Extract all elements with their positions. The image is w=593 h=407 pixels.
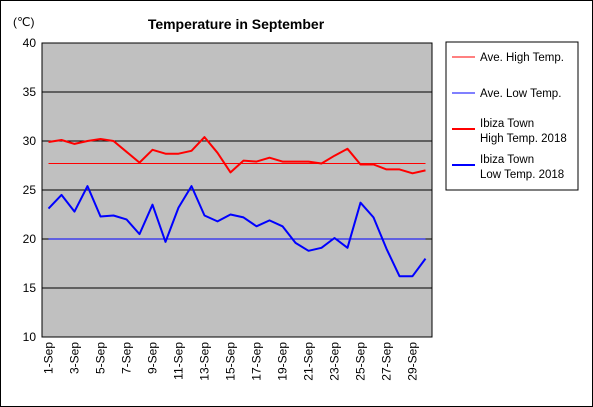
- legend-box: [445, 41, 579, 191]
- legend-label-0: Ave. High Temp.: [480, 52, 564, 64]
- x-axis-ticks: 1-Sep 3-Sep 5-Sep 7-Sep 9-Sep 11-Sep 13-Sep 15-…: [42, 342, 420, 381]
- x-tick-label: 25-Sep: [354, 342, 368, 381]
- series-line-2: [48, 136, 426, 175]
- y-tick-label: 15: [23, 281, 37, 295]
- series-line-3: [47, 185, 427, 278]
- x-tick-label: 9-Sep: [146, 342, 160, 374]
- chart-title: Temperature in September: [148, 16, 325, 32]
- x-tick-label: 29-Sep: [406, 342, 420, 381]
- x-tick-label: 27-Sep: [380, 342, 394, 381]
- x-tick-label: 19-Sep: [276, 342, 290, 381]
- y-axis-ticks: 10 15 20 25 30 35 40: [23, 36, 37, 344]
- legend: Ave. High Temp. Ave. Low Temp. Ibiza Town H…: [445, 41, 579, 191]
- series-layer: [47, 136, 427, 278]
- x-tick-label: 17-Sep: [250, 342, 264, 381]
- y-tick-label: 20: [23, 232, 37, 246]
- y-tick-label: 10: [23, 330, 37, 344]
- y-tick-label: 35: [23, 85, 37, 99]
- legend-label-3: Low Temp. 2018: [480, 169, 564, 181]
- y-tick-label: 30: [23, 134, 37, 148]
- legend-label-3: Ibiza Town: [480, 154, 534, 166]
- y-tick-label: 40: [23, 36, 37, 50]
- x-tick-label: 3-Sep: [68, 342, 82, 374]
- y-axis-unit-label: (℃): [13, 15, 34, 29]
- x-tick-label: 1-Sep: [42, 342, 56, 374]
- x-tick-label: 5-Sep: [94, 342, 108, 374]
- x-tick-label: 15-Sep: [224, 342, 238, 381]
- legend-label-2: Ibiza Town: [480, 118, 534, 130]
- legend-label-1: Ave. Low Temp.: [480, 88, 561, 100]
- legend-label-2: High Temp. 2018: [480, 133, 567, 145]
- x-tick-label: 7-Sep: [120, 342, 134, 374]
- y-tick-label: 25: [23, 183, 37, 197]
- x-tick-label: 11-Sep: [172, 342, 186, 380]
- x-tick-label: 23-Sep: [328, 342, 342, 381]
- x-tick-label: 13-Sep: [198, 342, 212, 381]
- plot-area: [41, 42, 433, 338]
- x-tick-label: 21-Sep: [302, 342, 316, 381]
